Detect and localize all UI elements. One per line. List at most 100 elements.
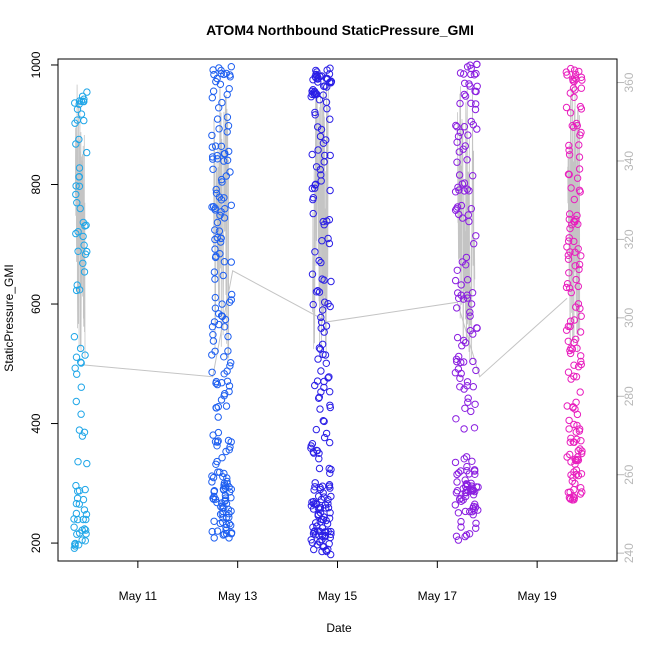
data-point [576, 445, 584, 453]
data-point [563, 280, 572, 288]
secondary-trace-segment [457, 83, 476, 363]
data-point [564, 237, 573, 245]
data-point [320, 433, 329, 442]
data-point [74, 458, 82, 466]
data-point [223, 156, 232, 165]
data-point [213, 380, 222, 389]
data-point [453, 203, 462, 211]
data-point [324, 495, 332, 504]
data-point [566, 109, 575, 117]
x-axis-label: Date [326, 621, 352, 635]
data-point [577, 352, 585, 360]
data-point [222, 520, 231, 529]
data-point [208, 368, 216, 376]
data-point [457, 281, 465, 289]
data-point [225, 147, 233, 156]
data-point [458, 258, 466, 266]
data-point [320, 493, 328, 501]
data-point [326, 115, 334, 123]
data-point [321, 82, 329, 90]
data-point [574, 245, 582, 253]
data-point [75, 487, 84, 495]
data-point [456, 69, 465, 77]
data-point [577, 84, 586, 92]
data-point [578, 488, 586, 496]
data-point [308, 150, 316, 159]
data-point [82, 221, 90, 229]
data-point [81, 537, 90, 545]
data-point [314, 123, 322, 131]
data-point [308, 90, 316, 99]
data-point [570, 361, 578, 369]
data-point [225, 298, 234, 306]
data-point [460, 336, 468, 345]
data-point [83, 88, 91, 96]
data-point [212, 379, 220, 387]
data-point [452, 415, 460, 423]
data-point [71, 119, 79, 127]
data-point [576, 188, 584, 196]
data-point [220, 157, 228, 165]
data-point [83, 148, 91, 157]
data-point [75, 97, 84, 105]
data-point [567, 288, 575, 297]
y-tick-label: 200 [29, 533, 43, 553]
data-point [461, 92, 470, 100]
data-point [214, 413, 222, 421]
data-point [320, 328, 328, 336]
data-point [570, 338, 578, 347]
data-point [453, 478, 461, 486]
data-point [456, 383, 464, 391]
data-point [210, 487, 219, 495]
data-point [78, 536, 86, 544]
data-point [211, 245, 219, 253]
data-point [316, 503, 325, 512]
data-point [227, 201, 236, 210]
data-point [460, 123, 469, 131]
data-point [77, 410, 85, 418]
data-point [210, 268, 219, 276]
data-point [314, 355, 322, 363]
data-point [213, 151, 221, 160]
data-point [319, 217, 327, 226]
data-point [319, 350, 327, 359]
data-point [457, 523, 465, 531]
data-point [79, 232, 87, 241]
data-point [82, 515, 90, 524]
data-point [315, 464, 324, 473]
data-point [77, 383, 86, 391]
data-point [211, 304, 220, 312]
data-point [310, 545, 318, 554]
y2-tick-label: 300 [622, 308, 636, 328]
data-point [208, 351, 216, 359]
data-point [473, 125, 481, 133]
data-point [222, 523, 230, 532]
data-point [460, 70, 468, 78]
data-point [454, 132, 463, 141]
data-point [215, 125, 223, 133]
data-point [565, 234, 573, 242]
data-point [470, 424, 479, 432]
data-point [464, 481, 472, 489]
data-point [451, 501, 459, 509]
y-tick-label: 800 [29, 174, 43, 194]
data-point [453, 333, 462, 342]
data-point [308, 498, 316, 506]
data-point [576, 490, 585, 498]
data-point [215, 104, 223, 112]
data-point [316, 165, 324, 174]
data-point [77, 110, 86, 118]
data-point [321, 533, 329, 541]
data-point [308, 87, 316, 96]
data-point [226, 168, 234, 176]
data-point [315, 288, 324, 296]
data-point [217, 312, 226, 320]
data-point [463, 276, 472, 284]
data-point [72, 481, 80, 490]
data-point [208, 153, 217, 161]
data-point [318, 237, 326, 245]
data-point [461, 404, 469, 412]
data-point [213, 527, 222, 535]
data-point [211, 293, 220, 302]
